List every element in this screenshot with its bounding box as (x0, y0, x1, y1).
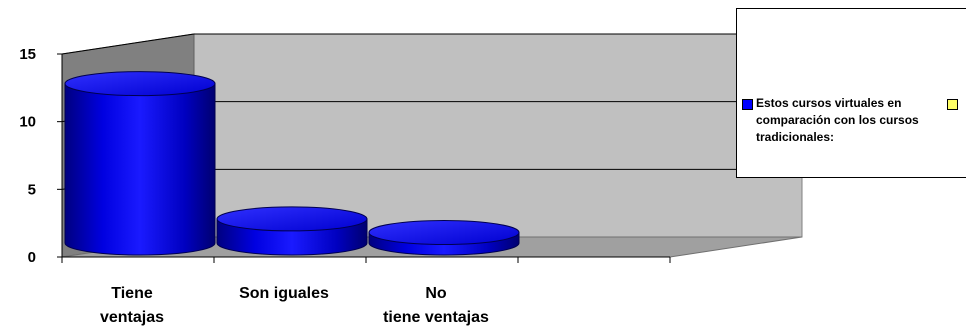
x-category-label: Son iguales (239, 285, 329, 302)
legend-label: Estos cursos virtuales en comparación co… (756, 96, 919, 144)
chart-bars (64, 71, 520, 256)
bar-body (64, 83, 216, 256)
bar-top (368, 219, 520, 245)
bar-top (64, 71, 216, 97)
bar (64, 71, 216, 256)
y-tick-label: 0 (28, 249, 36, 266)
legend-swatch (947, 99, 958, 110)
bar (368, 219, 520, 256)
x-category-label: No tiene ventajas (383, 285, 489, 326)
y-tick-label: 15 (19, 46, 36, 63)
legend-swatch (742, 99, 753, 110)
x-category-label: Tiene ventajas (100, 285, 164, 326)
y-tick-label: 10 (19, 114, 36, 131)
bar (216, 206, 368, 256)
bar-top (216, 206, 368, 232)
legend: Estos cursos virtuales en comparación co… (736, 8, 966, 178)
y-tick-label: 5 (28, 181, 36, 198)
gridline-side (61, 33, 195, 55)
chart-axes: 0 5 10 15 Tiene ventajas Son iguales No tiene ve… (19, 46, 671, 326)
